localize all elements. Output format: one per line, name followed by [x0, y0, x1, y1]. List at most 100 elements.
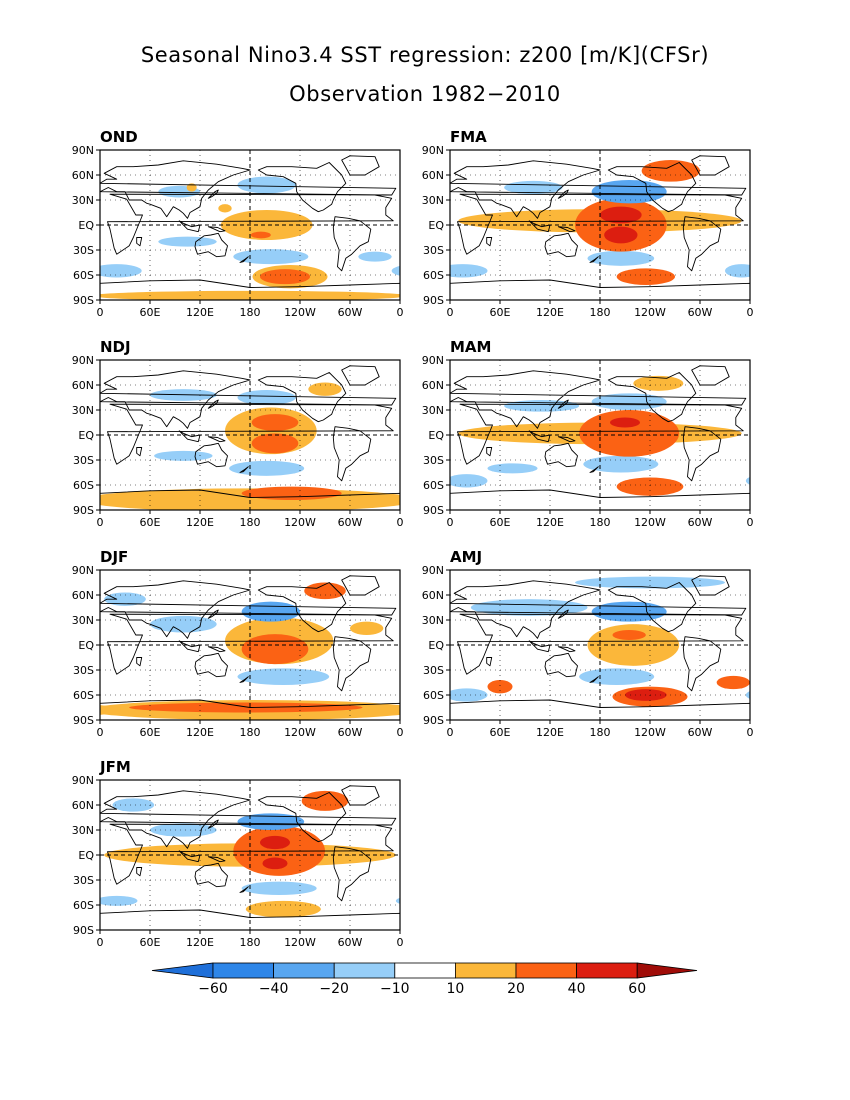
- coastline: [239, 676, 249, 683]
- x-tick-label: 60E: [490, 306, 511, 319]
- x-tick-label: 180: [240, 516, 261, 529]
- coastline: [107, 193, 394, 255]
- negative-anomaly: [241, 601, 300, 622]
- x-tick-label: 60W: [338, 306, 363, 319]
- colorbar-swatch: [515, 962, 577, 979]
- panel-ond: OND 0 60E 120E 180 120W 60W 0 90N 60N 30N EQ 30S 60S 9…: [72, 128, 404, 319]
- positive-anomaly: [220, 210, 313, 240]
- y-tick-label: 90S: [73, 504, 94, 517]
- coastline: [207, 856, 226, 863]
- coastline: [239, 886, 249, 893]
- colorbar-swatch: [273, 962, 335, 979]
- negative-anomaly: [487, 463, 538, 474]
- negative-anomaly: [725, 264, 750, 278]
- colorbar-label: −20: [319, 981, 349, 997]
- negative-anomaly: [229, 460, 305, 476]
- negative-anomaly: [358, 251, 392, 262]
- coastline: [682, 636, 722, 692]
- positive-anomaly: [186, 183, 197, 192]
- colorbar-label: 40: [568, 981, 586, 997]
- positive-anomaly: [100, 705, 121, 715]
- colorbar-label: 20: [507, 981, 525, 997]
- x-tick-label: 0: [397, 936, 404, 949]
- x-tick-label: 60E: [490, 726, 511, 739]
- y-tick-label: 30S: [73, 244, 94, 257]
- panel-djf: DJF 0 60E 120E 180 120W 60W 0 90N 60N 30N EQ 30S 60S 9…: [72, 548, 404, 739]
- x-tick-label: 180: [240, 936, 261, 949]
- coastline: [207, 436, 226, 443]
- positive-anomaly: [241, 486, 342, 501]
- coastline: [544, 232, 578, 258]
- panel-jfm: JFM 0 60E 120E 180 120W 60W 0 90N 60N 30N EQ 30S 60S 9…: [72, 758, 404, 949]
- negative-anomaly: [154, 450, 213, 461]
- coastline: [557, 609, 569, 619]
- colorbar-min-arrow: [151, 962, 214, 979]
- negative-anomaly: [587, 250, 655, 266]
- coastline: [207, 226, 226, 233]
- negative-anomaly: [100, 895, 138, 906]
- x-tick-label: 60E: [140, 726, 161, 739]
- x-tick-label: 0: [397, 516, 404, 529]
- x-tick-label: 60E: [490, 516, 511, 529]
- negative-anomaly: [237, 390, 296, 405]
- positive-anomaly: [616, 477, 684, 496]
- x-tick-label: 0: [447, 516, 454, 529]
- positive-anomaly: [260, 269, 310, 285]
- x-tick-label: 120E: [186, 936, 214, 949]
- y-tick-label: 30N: [422, 614, 444, 627]
- coastline: [100, 489, 400, 510]
- x-tick-label: 180: [590, 726, 611, 739]
- y-tick-label: EQ: [78, 219, 94, 232]
- y-tick-label: 30S: [73, 454, 94, 467]
- positive-anomaly: [301, 790, 349, 811]
- x-tick-label: 180: [590, 306, 611, 319]
- y-tick-label: 90S: [73, 294, 94, 307]
- x-tick-label: 0: [97, 726, 104, 739]
- coastline: [332, 216, 372, 272]
- colorbar-swatch: [576, 962, 638, 979]
- colorbar-label: 60: [628, 981, 646, 997]
- positive-anomaly: [610, 417, 640, 428]
- coastline: [486, 447, 493, 457]
- colorbar-label: 10: [446, 981, 464, 997]
- positive-anomaly: [304, 582, 346, 600]
- map-field: [450, 570, 750, 720]
- y-tick-label: 60N: [72, 589, 94, 602]
- negative-anomaly: [579, 668, 655, 686]
- coastline: [457, 193, 744, 255]
- positive-anomaly: [716, 675, 750, 690]
- y-tick-label: 90N: [72, 774, 94, 787]
- coastline: [332, 426, 372, 482]
- coastline: [107, 613, 394, 675]
- x-tick-label: 120E: [536, 306, 564, 319]
- coastline: [589, 256, 599, 263]
- map-field: [100, 780, 400, 930]
- x-tick-label: 0: [747, 726, 754, 739]
- map-field: [450, 360, 750, 510]
- y-tick-label: 30N: [422, 404, 444, 417]
- coastline: [207, 399, 219, 409]
- colorbar-label: −10: [380, 981, 410, 997]
- x-tick-label: 120E: [186, 726, 214, 739]
- coastline: [257, 582, 347, 633]
- coastline: [207, 609, 219, 619]
- y-tick-label: EQ: [78, 849, 94, 862]
- colorbar: −60 −40 −20 −10 10 20 40 60: [151, 962, 698, 997]
- coastline: [450, 279, 750, 300]
- positive-anomaly: [129, 702, 363, 713]
- x-tick-label: 60W: [338, 516, 363, 529]
- x-tick-label: 180: [240, 726, 261, 739]
- coastline: [557, 226, 576, 233]
- coastline: [257, 792, 347, 843]
- y-tick-label: 60N: [72, 379, 94, 392]
- positive-anomaly: [487, 680, 513, 694]
- y-tick-label: 60S: [73, 899, 94, 912]
- y-tick-label: 90S: [73, 714, 94, 727]
- negative-anomaly: [241, 881, 317, 895]
- positive-anomaly: [600, 206, 642, 224]
- coastline: [207, 646, 226, 653]
- coastline: [332, 636, 372, 692]
- coastline: [100, 909, 400, 930]
- colorbar-swatch: [333, 962, 396, 979]
